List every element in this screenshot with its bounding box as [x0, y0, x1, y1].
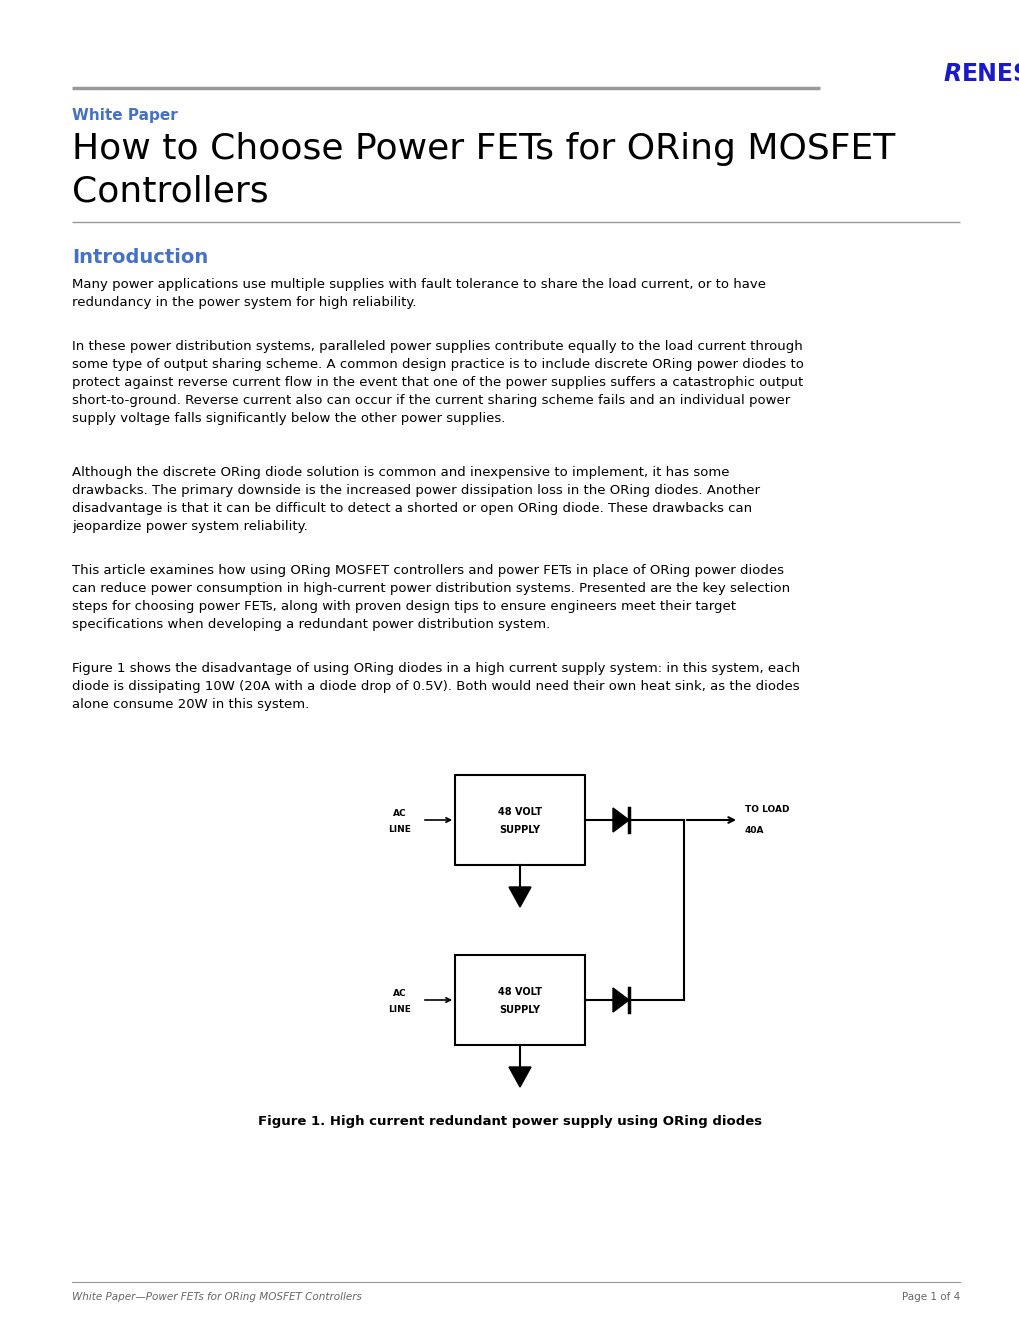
Bar — [454, 954, 585, 1045]
Text: White Paper—Power FETs for ORing MOSFET Controllers: White Paper—Power FETs for ORing MOSFET … — [72, 1292, 362, 1302]
Text: AC: AC — [392, 989, 407, 998]
Text: Although the discrete ORing diode solution is common and inexpensive to implemen: Although the discrete ORing diode soluti… — [72, 466, 759, 533]
Text: In these power distribution systems, paralleled power supplies contribute equall: In these power distribution systems, par… — [72, 341, 803, 425]
Text: This article examines how using ORing MOSFET controllers and power FETs in place: This article examines how using ORing MO… — [72, 564, 790, 631]
Text: R: R — [943, 62, 961, 86]
Text: White Paper: White Paper — [72, 108, 177, 123]
Bar — [454, 775, 585, 865]
Text: Controllers: Controllers — [72, 176, 268, 209]
Polygon shape — [612, 987, 629, 1012]
Polygon shape — [508, 887, 531, 907]
Text: LINE: LINE — [388, 1005, 411, 1014]
Text: TO LOAD: TO LOAD — [744, 805, 789, 814]
Text: 40A: 40A — [744, 826, 764, 836]
Polygon shape — [612, 808, 629, 832]
Text: 48 VOLT: 48 VOLT — [497, 987, 541, 997]
Text: AC: AC — [392, 808, 407, 817]
Text: SUPPLY: SUPPLY — [499, 1005, 540, 1015]
Text: 48 VOLT: 48 VOLT — [497, 807, 541, 817]
Text: How to Choose Power FETs for ORing MOSFET: How to Choose Power FETs for ORing MOSFE… — [72, 132, 895, 166]
Text: LINE: LINE — [388, 825, 411, 833]
Text: ENESAS: ENESAS — [961, 62, 1019, 86]
Text: Introduction: Introduction — [72, 248, 208, 267]
Text: Figure 1. High current redundant power supply using ORing diodes: Figure 1. High current redundant power s… — [258, 1115, 761, 1129]
Text: Figure 1 shows the disadvantage of using ORing diodes in a high current supply s: Figure 1 shows the disadvantage of using… — [72, 663, 799, 711]
Text: SUPPLY: SUPPLY — [499, 825, 540, 836]
Text: Page 1 of 4: Page 1 of 4 — [901, 1292, 959, 1302]
Text: Many power applications use multiple supplies with fault tolerance to share the : Many power applications use multiple sup… — [72, 279, 765, 309]
Polygon shape — [508, 1067, 531, 1086]
